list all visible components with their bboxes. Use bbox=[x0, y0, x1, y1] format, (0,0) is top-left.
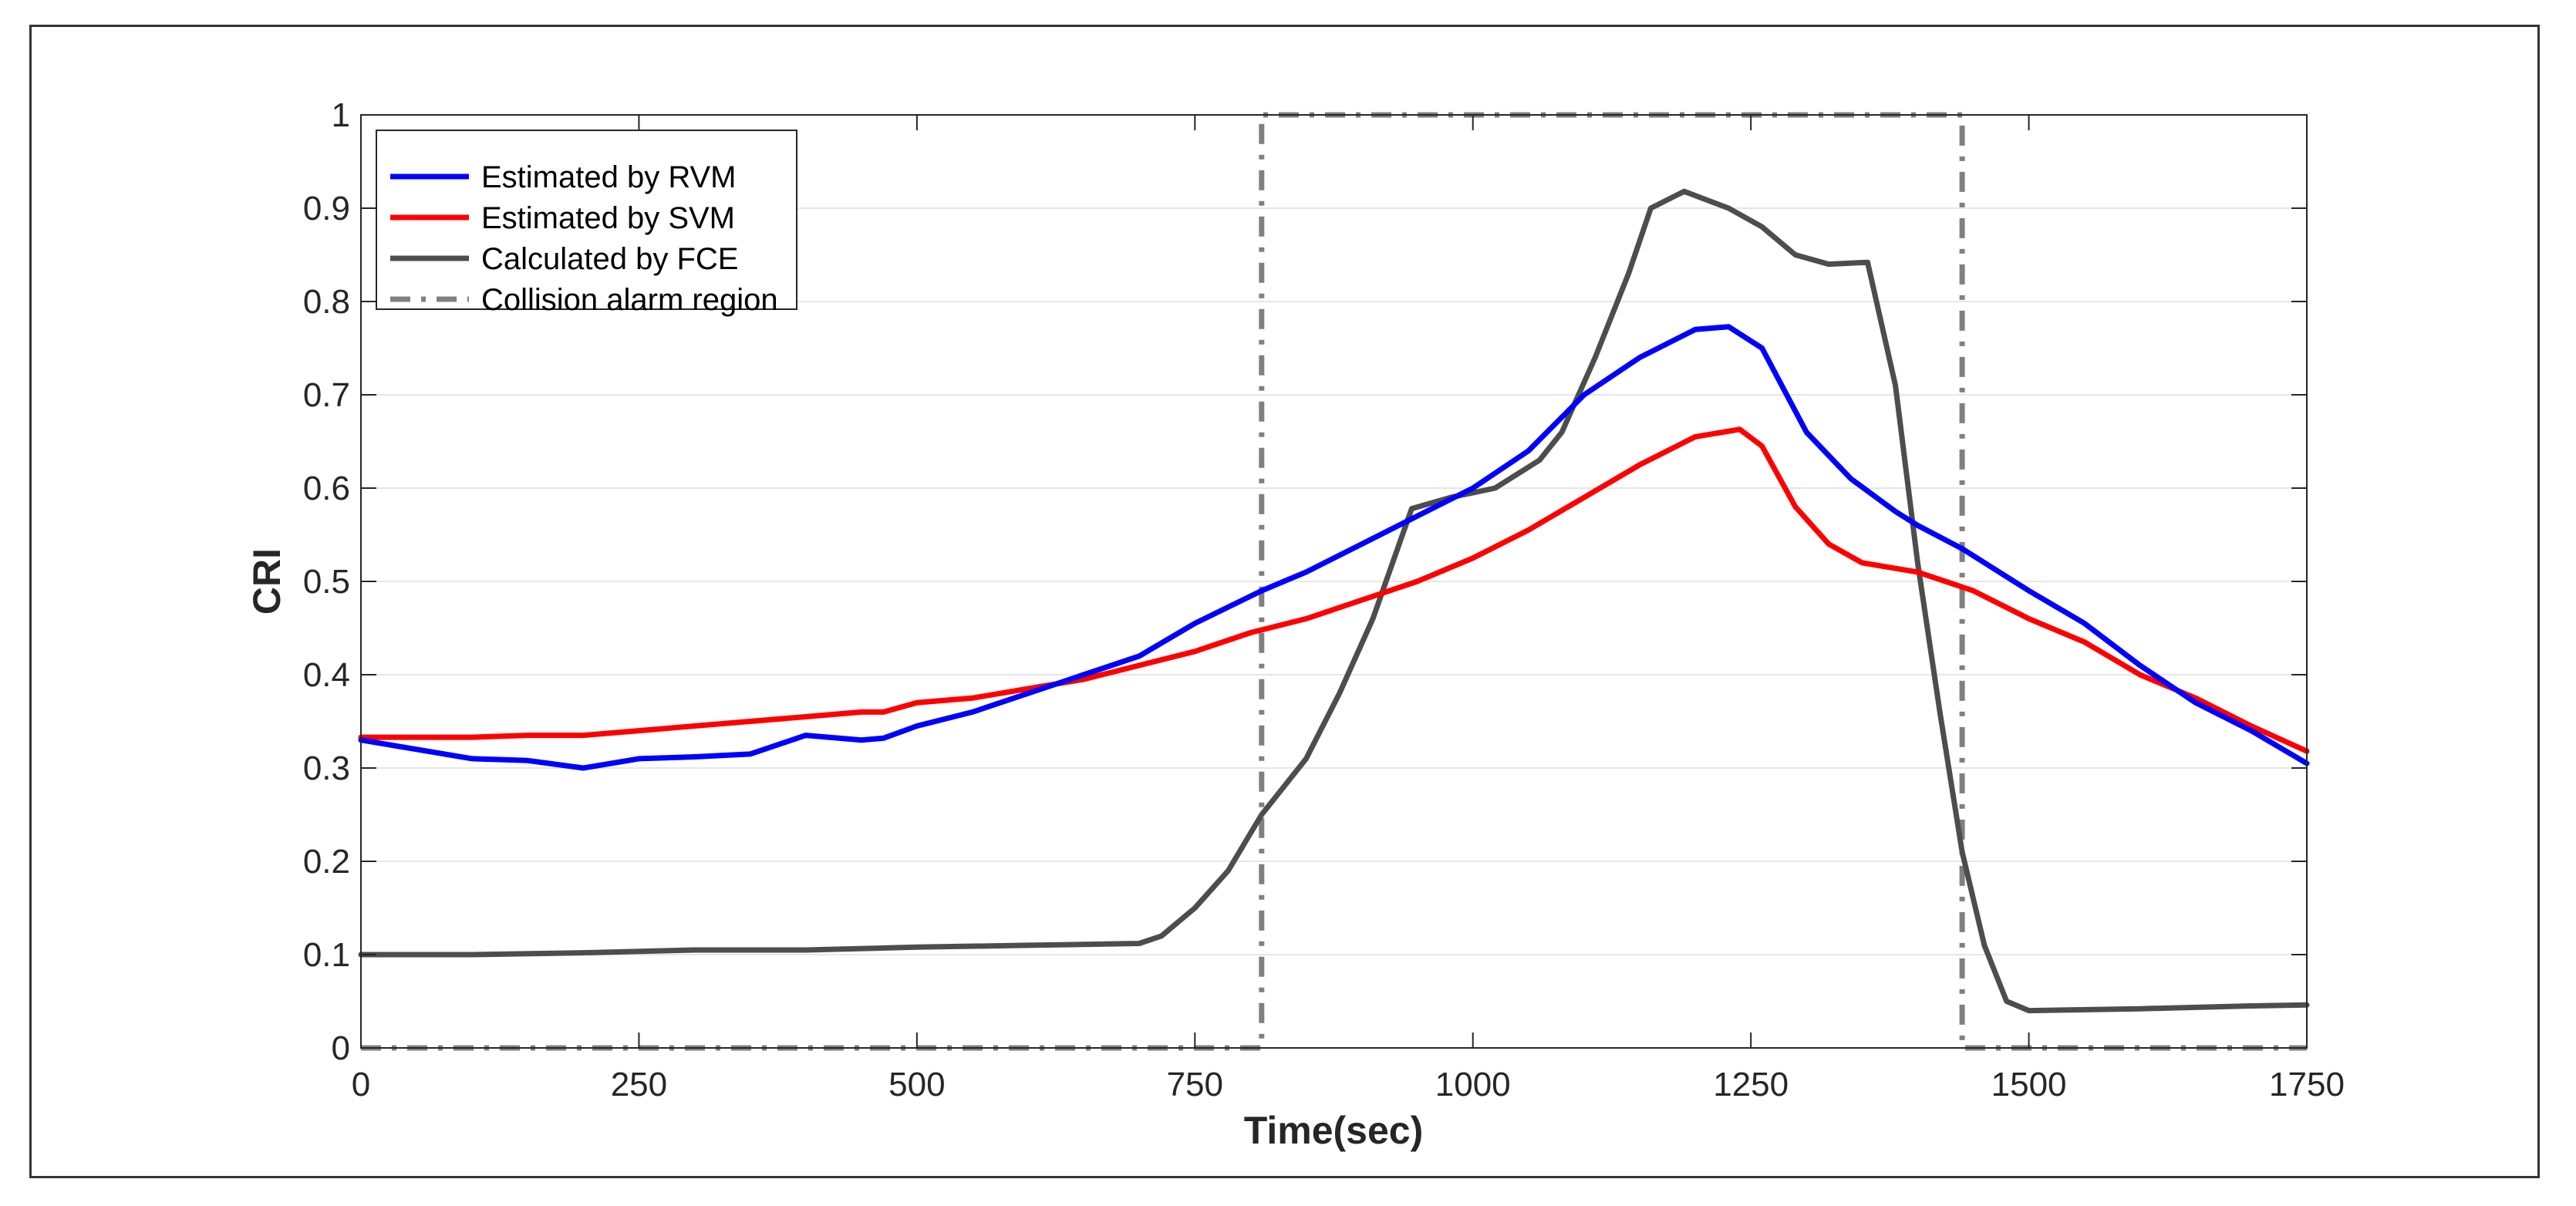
y-tick-label: 0.3 bbox=[303, 750, 350, 787]
legend-items: Estimated by RVM Estimated by SVM Calculat… bbox=[390, 160, 778, 317]
legend: Estimated by RVM Estimated by SVM Calculat… bbox=[376, 130, 797, 317]
x-tick-label: 250 bbox=[611, 1066, 667, 1103]
series-line-estimated-by-svm bbox=[358, 426, 2310, 754]
y-tick-label: 0.8 bbox=[303, 283, 350, 321]
y-tick-labels: 0 0.1 0.2 0.3 0.4 0.5 0.6 0.7 0.8 0.9 1 bbox=[303, 96, 350, 1067]
x-tick-label: 500 bbox=[888, 1066, 945, 1103]
y-tick-label: 0.4 bbox=[303, 656, 350, 694]
x-axis-title: Time(sec) bbox=[1244, 1109, 1424, 1152]
chart-frame: 0 250 500 750 1000 1250 1500 1750 0 0.1 0.2 0.3 0.4… bbox=[29, 25, 2540, 1178]
tick-marks bbox=[360, 114, 2308, 1049]
y-tick-label: 0.2 bbox=[303, 843, 350, 881]
y-tick-label: 0.5 bbox=[303, 563, 350, 601]
x-tick-label: 1750 bbox=[2269, 1066, 2345, 1103]
y-tick-label: 0.1 bbox=[303, 936, 350, 974]
series-line-estimated-by-rvm bbox=[358, 324, 2310, 771]
legend-label: Estimated by RVM bbox=[481, 160, 737, 194]
x-tick-label: 1250 bbox=[1713, 1066, 1789, 1103]
x-tick-label: 750 bbox=[1167, 1066, 1223, 1103]
x-tick-labels: 0 250 500 750 1000 1250 1500 1750 bbox=[352, 1066, 2345, 1103]
legend-label: Calculated by FCE bbox=[481, 242, 738, 276]
y-tick-label: 0 bbox=[332, 1029, 350, 1067]
series-line-calculated-by-fce bbox=[358, 188, 2310, 1014]
y-tick-label: 0.7 bbox=[303, 376, 350, 414]
legend-label: Collision alarm region bbox=[481, 283, 778, 317]
line-chart: 0 250 500 750 1000 1250 1500 1750 0 0.1 0.2 0.3 0.4… bbox=[245, 96, 2345, 1152]
y-tick-label: 1 bbox=[332, 96, 350, 134]
y-tick-label: 0.9 bbox=[303, 190, 350, 227]
y-axis-title: CRI bbox=[245, 548, 288, 615]
x-tick-label: 0 bbox=[352, 1066, 370, 1103]
x-tick-label: 1500 bbox=[1991, 1066, 2067, 1103]
y-tick-label: 0.6 bbox=[303, 470, 350, 507]
legend-label: Estimated by SVM bbox=[481, 201, 735, 235]
x-tick-label: 1000 bbox=[1435, 1066, 1511, 1103]
